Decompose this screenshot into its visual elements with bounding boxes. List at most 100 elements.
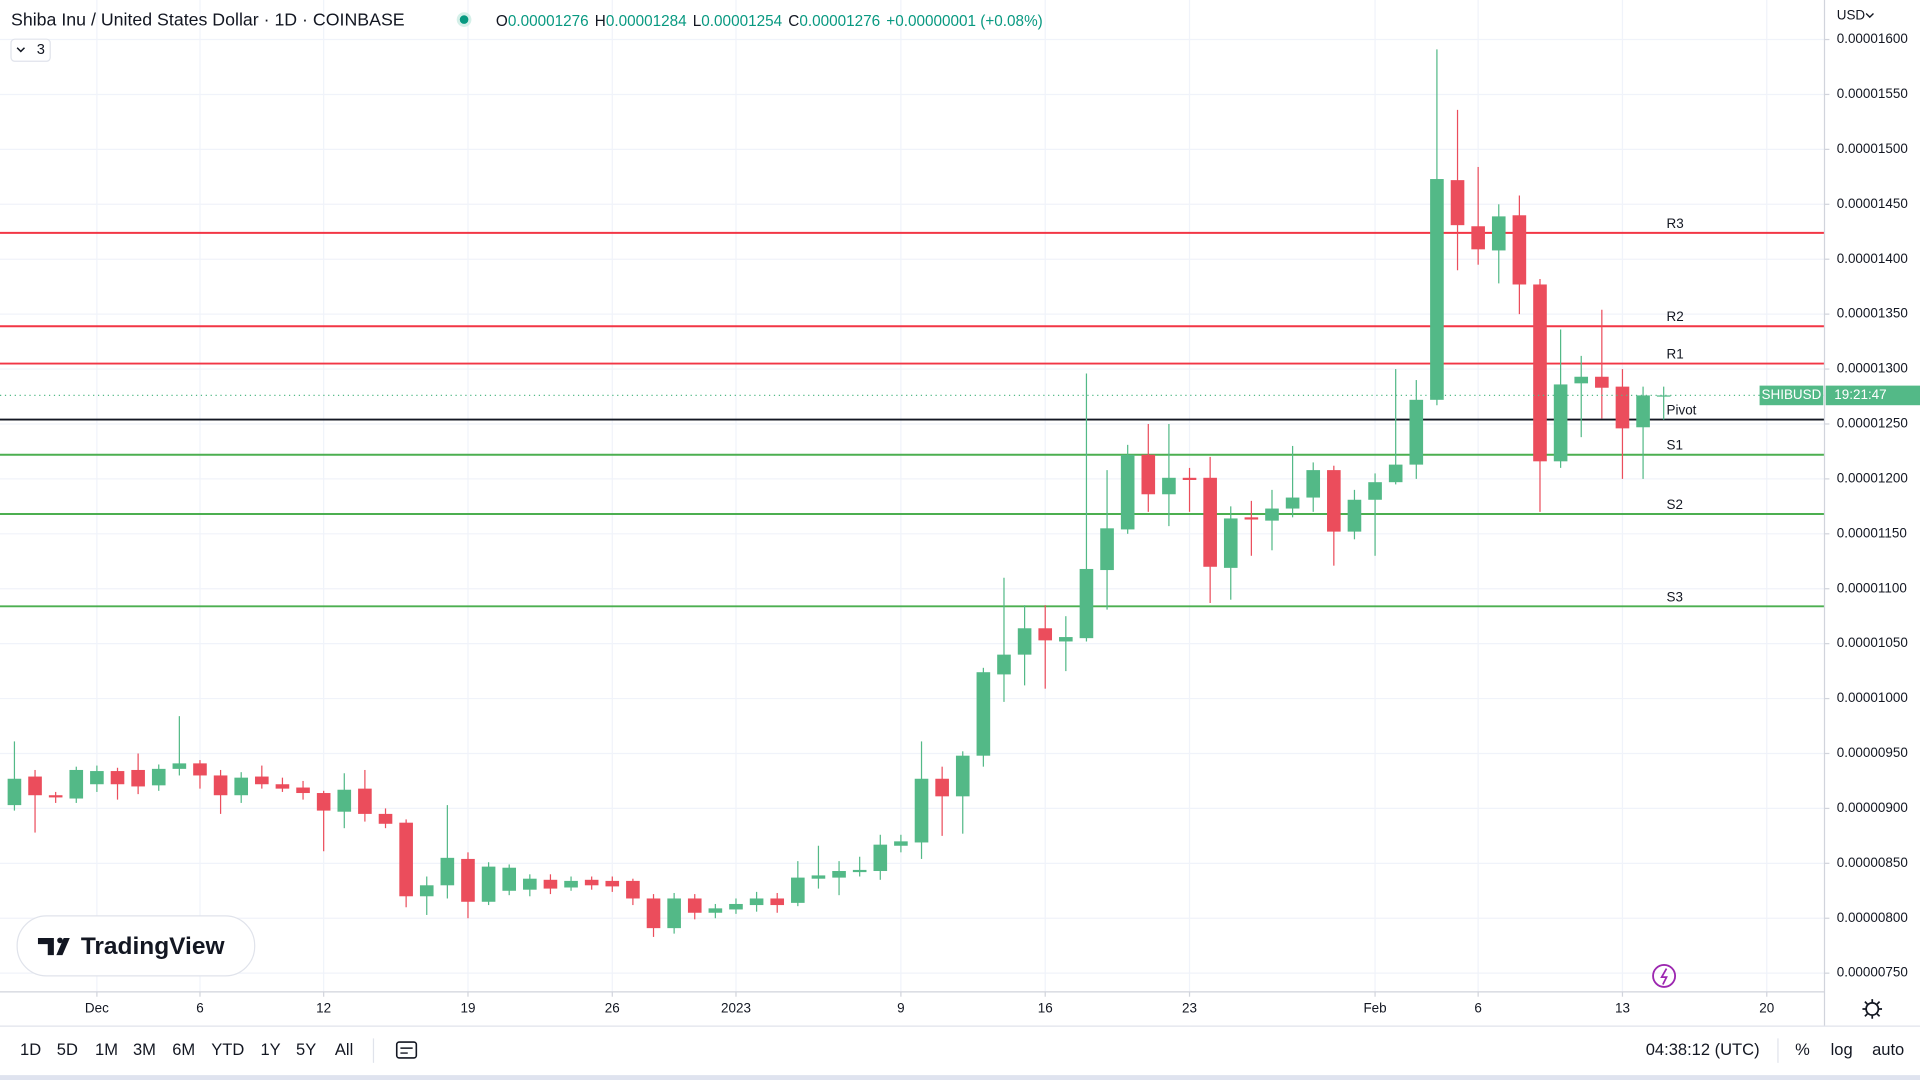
y-tick-label: 0.00000950 xyxy=(1837,745,1908,760)
range-button[interactable]: 1M xyxy=(95,1040,118,1059)
candle-body xyxy=(1141,454,1156,495)
y-tick-label: 0.00001150 xyxy=(1837,525,1907,540)
candle-body xyxy=(1100,528,1114,571)
y-tick-label: 0.00001000 xyxy=(1837,690,1908,705)
candle-body xyxy=(1223,518,1238,568)
candle-body xyxy=(440,857,455,886)
range-button[interactable]: 1Y xyxy=(261,1040,281,1059)
candle-body xyxy=(1368,482,1382,500)
x-tick-label: Feb xyxy=(1363,1001,1386,1016)
candle-body xyxy=(1120,454,1135,530)
range-button[interactable]: 6M xyxy=(172,1040,195,1059)
candle-body xyxy=(1327,470,1341,532)
range-button[interactable]: YTD xyxy=(211,1040,244,1059)
symbol-badge xyxy=(1759,385,1824,406)
indicator-toggle[interactable] xyxy=(10,38,51,62)
candle-body xyxy=(481,866,496,902)
candle-body xyxy=(1306,470,1321,498)
candle-body xyxy=(90,771,104,785)
logo-mark-dot xyxy=(57,937,63,944)
candle-body xyxy=(914,778,929,843)
candle-body xyxy=(852,869,867,873)
candle-body xyxy=(749,898,764,906)
scale-option[interactable]: % xyxy=(1795,1040,1810,1059)
x-tick-label: 9 xyxy=(897,1001,904,1016)
date-range-icon[interactable] xyxy=(395,1041,418,1059)
candle-body xyxy=(193,763,207,776)
x-tick-label: 12 xyxy=(316,1001,331,1016)
y-tick-label: 0.00001600 xyxy=(1837,31,1908,46)
candle-body xyxy=(337,789,352,812)
scale-option[interactable]: auto xyxy=(1872,1040,1904,1059)
y-tick-label: 0.00001550 xyxy=(1837,86,1908,101)
candle-body xyxy=(110,771,125,785)
candle-body xyxy=(791,877,805,903)
candle-body xyxy=(1162,477,1176,495)
x-tick-label: 6 xyxy=(1474,1001,1481,1016)
candle-body xyxy=(213,775,228,796)
bottom-edge xyxy=(0,1075,1920,1080)
candle-body xyxy=(419,885,434,897)
axes: 0.00001600 0.00001550 0.00001500 0.00001450… xyxy=(0,31,1920,1016)
y-tick-label: 0.00001250 xyxy=(1837,416,1908,431)
candle-body xyxy=(1574,376,1589,384)
candle-body xyxy=(358,788,372,814)
y-tick-label: 0.00001050 xyxy=(1837,635,1908,650)
ohlc-key: L xyxy=(693,13,702,30)
range-button[interactable]: 5Y xyxy=(296,1040,316,1059)
event-icon-bolt xyxy=(1660,968,1668,985)
bottom-toolbar: 1D 5D 1M 3M 6M YTD 1Y 5Y All 04:38:12 (UTC)% log au… xyxy=(20,1040,1904,1059)
x-tick-label: 16 xyxy=(1038,1001,1053,1016)
y-tick-label: 0.00001450 xyxy=(1837,196,1908,211)
y-tick-label: 0.00001200 xyxy=(1837,470,1908,485)
candle-body xyxy=(770,898,785,906)
candle-body xyxy=(729,903,743,910)
candle-body xyxy=(646,898,661,929)
candle-body xyxy=(28,776,42,796)
candle-body xyxy=(687,898,702,913)
y-tick-label: 0.00001500 xyxy=(1837,141,1908,156)
date-range-icon-lines xyxy=(400,1047,413,1054)
candle-body xyxy=(1038,628,1053,641)
x-tick-label: 20 xyxy=(1759,1001,1774,1016)
candle-body xyxy=(48,795,63,798)
range-button[interactable]: 1D xyxy=(20,1040,41,1059)
event-icon[interactable] xyxy=(1652,963,1677,988)
candle-body xyxy=(461,858,475,902)
candle-body xyxy=(1265,508,1279,521)
candle-body xyxy=(1203,477,1217,567)
clock[interactable]: 04:38:12 (UTC) xyxy=(1646,1040,1760,1059)
candle-body xyxy=(605,880,620,887)
candle-body xyxy=(667,898,681,929)
candle-body xyxy=(1182,477,1197,480)
candle-body xyxy=(1491,216,1506,251)
range-button[interactable]: 3M xyxy=(133,1040,156,1059)
candle-body xyxy=(1430,179,1444,400)
symbol-label: SHIBUSD xyxy=(1762,387,1822,402)
chevron-icon xyxy=(16,47,26,53)
pivot-level-label: R2 xyxy=(1667,309,1684,324)
range-button[interactable]: All xyxy=(335,1040,353,1059)
candle-body xyxy=(69,769,84,799)
candle-body xyxy=(1450,180,1465,226)
scale-option[interactable]: log xyxy=(1831,1040,1853,1059)
candle-body xyxy=(1347,499,1362,532)
y-tick-label: 0.00000800 xyxy=(1837,910,1908,925)
ohlc-change: +0.00000001 (+0.08%) xyxy=(886,13,1043,30)
ohlc-legend: O 0.00001276 H 0.00001284 L 0.00001254 C 0.0000… xyxy=(496,13,1043,30)
candle-body xyxy=(131,769,145,787)
settings-icon-teeth xyxy=(1862,999,1883,1019)
candle-body xyxy=(523,878,537,890)
currency-selector[interactable]: USD xyxy=(1837,7,1866,22)
candle-body xyxy=(275,784,290,789)
status-dot xyxy=(459,15,469,24)
indicator-count[interactable]: 3 xyxy=(37,42,45,58)
logo-badge[interactable] xyxy=(16,915,256,977)
candle-body xyxy=(296,787,310,794)
candle-body xyxy=(234,777,249,796)
ohlc-value: 0.00001254 xyxy=(701,13,782,30)
range-button[interactable]: 5D xyxy=(57,1040,78,1059)
candle-body xyxy=(955,755,970,797)
